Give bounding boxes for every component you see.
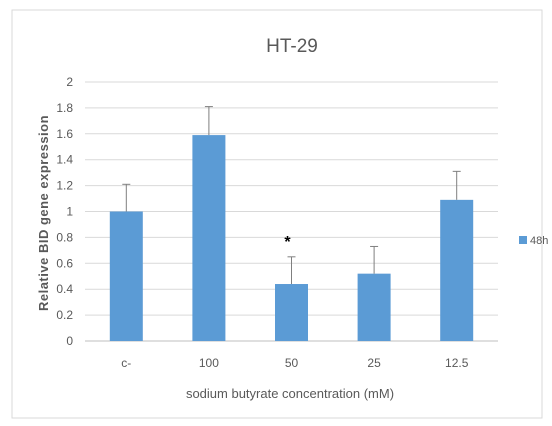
legend-swatch [519, 236, 527, 244]
x-tick-label: 100 [199, 356, 219, 370]
x-tick-label: 12.5 [445, 356, 469, 370]
bar [275, 284, 308, 341]
x-tick-label: 25 [367, 356, 381, 370]
x-tick-label: c- [121, 356, 131, 370]
significance-annotation: * [284, 234, 291, 251]
y-tick-label: 0.6 [56, 256, 73, 270]
y-tick-label: 1 [66, 205, 73, 219]
legend-label: 48h [530, 235, 548, 247]
y-tick-label: 0.8 [56, 230, 73, 244]
y-tick-label: 0 [66, 334, 73, 348]
bar [192, 135, 226, 341]
bar [109, 211, 143, 341]
y-tick-label: 0.4 [56, 282, 73, 296]
y-tick-label: 1.8 [56, 101, 73, 115]
bar [440, 199, 474, 341]
x-axis-label: sodium butyrate concentration (mM) [186, 386, 394, 401]
y-tick-label: 0.2 [56, 308, 73, 322]
bar [357, 273, 391, 341]
y-tick-label: 1.4 [56, 153, 73, 167]
y-axis-label: Relative BID gene expression [36, 115, 51, 311]
y-tick-label: 2 [66, 75, 73, 89]
y-tick-label: 1.6 [56, 127, 73, 141]
x-tick-label: 50 [285, 356, 299, 370]
y-tick-label: 1.2 [56, 179, 73, 193]
chart-title: HT-29 [266, 36, 318, 57]
